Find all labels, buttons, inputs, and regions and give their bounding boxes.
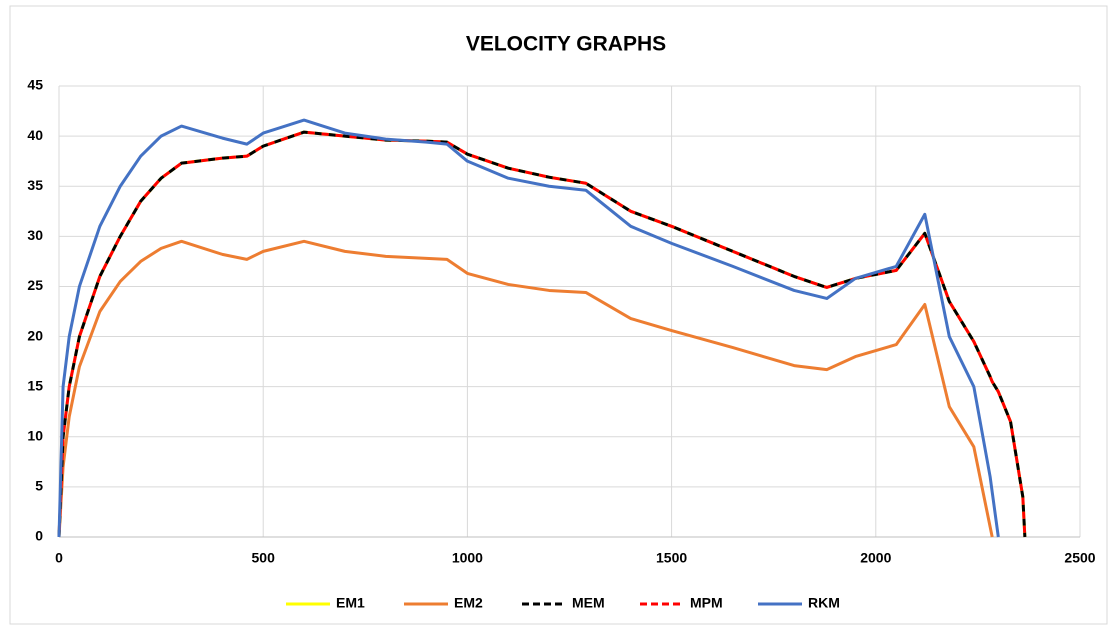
series-line <box>57 130 1027 538</box>
x-tick-label: 1500 <box>656 550 687 566</box>
x-tick-label: 500 <box>252 550 276 566</box>
x-tick-label: 2000 <box>860 550 891 566</box>
y-tick-label: 35 <box>27 177 43 193</box>
chart-title: VELOCITY GRAPHS <box>466 33 666 56</box>
legend-label: EM1 <box>336 595 365 611</box>
series-line <box>57 130 1027 538</box>
y-tick-label: 0 <box>35 528 43 544</box>
legend-label: MPM <box>690 595 723 611</box>
y-tick-label: 45 <box>27 77 43 93</box>
y-tick-label: 40 <box>27 127 43 143</box>
y-tick-label: 20 <box>27 327 43 343</box>
x-tick-label: 1000 <box>452 550 483 566</box>
y-tick-label: 30 <box>27 227 43 243</box>
series-line <box>57 118 1000 538</box>
x-tick-label: 2500 <box>1064 550 1095 566</box>
chart-frame <box>9 5 1108 625</box>
legend-label: RKM <box>808 595 840 611</box>
legend-label: EM2 <box>454 595 483 611</box>
series-line <box>57 239 994 538</box>
y-tick-label: 5 <box>35 478 43 494</box>
y-tick-label: 10 <box>27 427 43 443</box>
legend-label: MEM <box>572 595 605 611</box>
x-tick-label: 0 <box>55 550 63 566</box>
y-tick-label: 25 <box>27 277 43 293</box>
y-tick-label: 15 <box>27 377 43 393</box>
